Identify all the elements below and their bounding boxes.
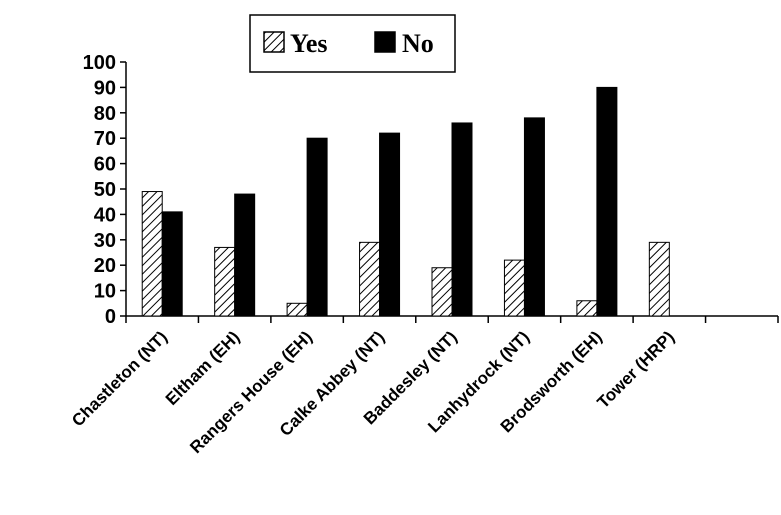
y-axis: 0 10 20 30 40 50 60 70 80 90 100 xyxy=(83,52,127,328)
y-tick-label: 80 xyxy=(94,103,116,125)
y-tick-label: 60 xyxy=(94,154,116,176)
bar-yes-1 xyxy=(214,246,236,317)
bar-yes-2 xyxy=(286,302,308,317)
y-tick-label: 20 xyxy=(94,255,116,277)
bar-no-2 xyxy=(306,137,328,317)
bar-yes-3 xyxy=(359,241,381,317)
bars xyxy=(141,86,670,317)
y-tick-label: 90 xyxy=(94,77,116,99)
x-category-label: Rangers House (EH) xyxy=(186,327,316,457)
bar-yes-4 xyxy=(431,267,453,317)
legend-label-no: No xyxy=(402,29,434,58)
bar-yes-5 xyxy=(503,259,525,317)
bar-yes-7 xyxy=(648,241,670,317)
y-tick-label: 50 xyxy=(94,179,116,201)
y-tick-label: 100 xyxy=(83,52,116,74)
x-axis xyxy=(125,315,779,323)
category-labels: Chastleton (NT)Eltham (EH)Rangers House … xyxy=(68,327,678,457)
x-category-label: Chastleton (NT) xyxy=(68,327,171,430)
legend-swatch-no xyxy=(374,31,396,53)
bar-yes-0 xyxy=(141,191,163,317)
y-tick-label: 30 xyxy=(94,230,116,252)
bar-yes-6 xyxy=(576,300,598,317)
bar-no-0 xyxy=(161,211,183,317)
x-category-label: Eltham (EH) xyxy=(162,327,244,409)
bar-no-3 xyxy=(379,132,401,317)
legend: Yes No xyxy=(249,14,456,73)
bar-no-4 xyxy=(451,122,473,317)
legend-swatch-yes xyxy=(263,31,285,53)
bar-no-6 xyxy=(596,86,618,317)
y-tick-label: 70 xyxy=(94,128,116,150)
x-category-label: Tower (HRP) xyxy=(593,327,678,412)
legend-label-yes: Yes xyxy=(290,29,328,58)
y-tick-label: 40 xyxy=(94,204,116,226)
bar-no-5 xyxy=(523,117,545,317)
bar-no-1 xyxy=(234,193,256,317)
y-tick-label: 10 xyxy=(94,281,116,303)
y-tick-label: 0 xyxy=(105,306,116,328)
